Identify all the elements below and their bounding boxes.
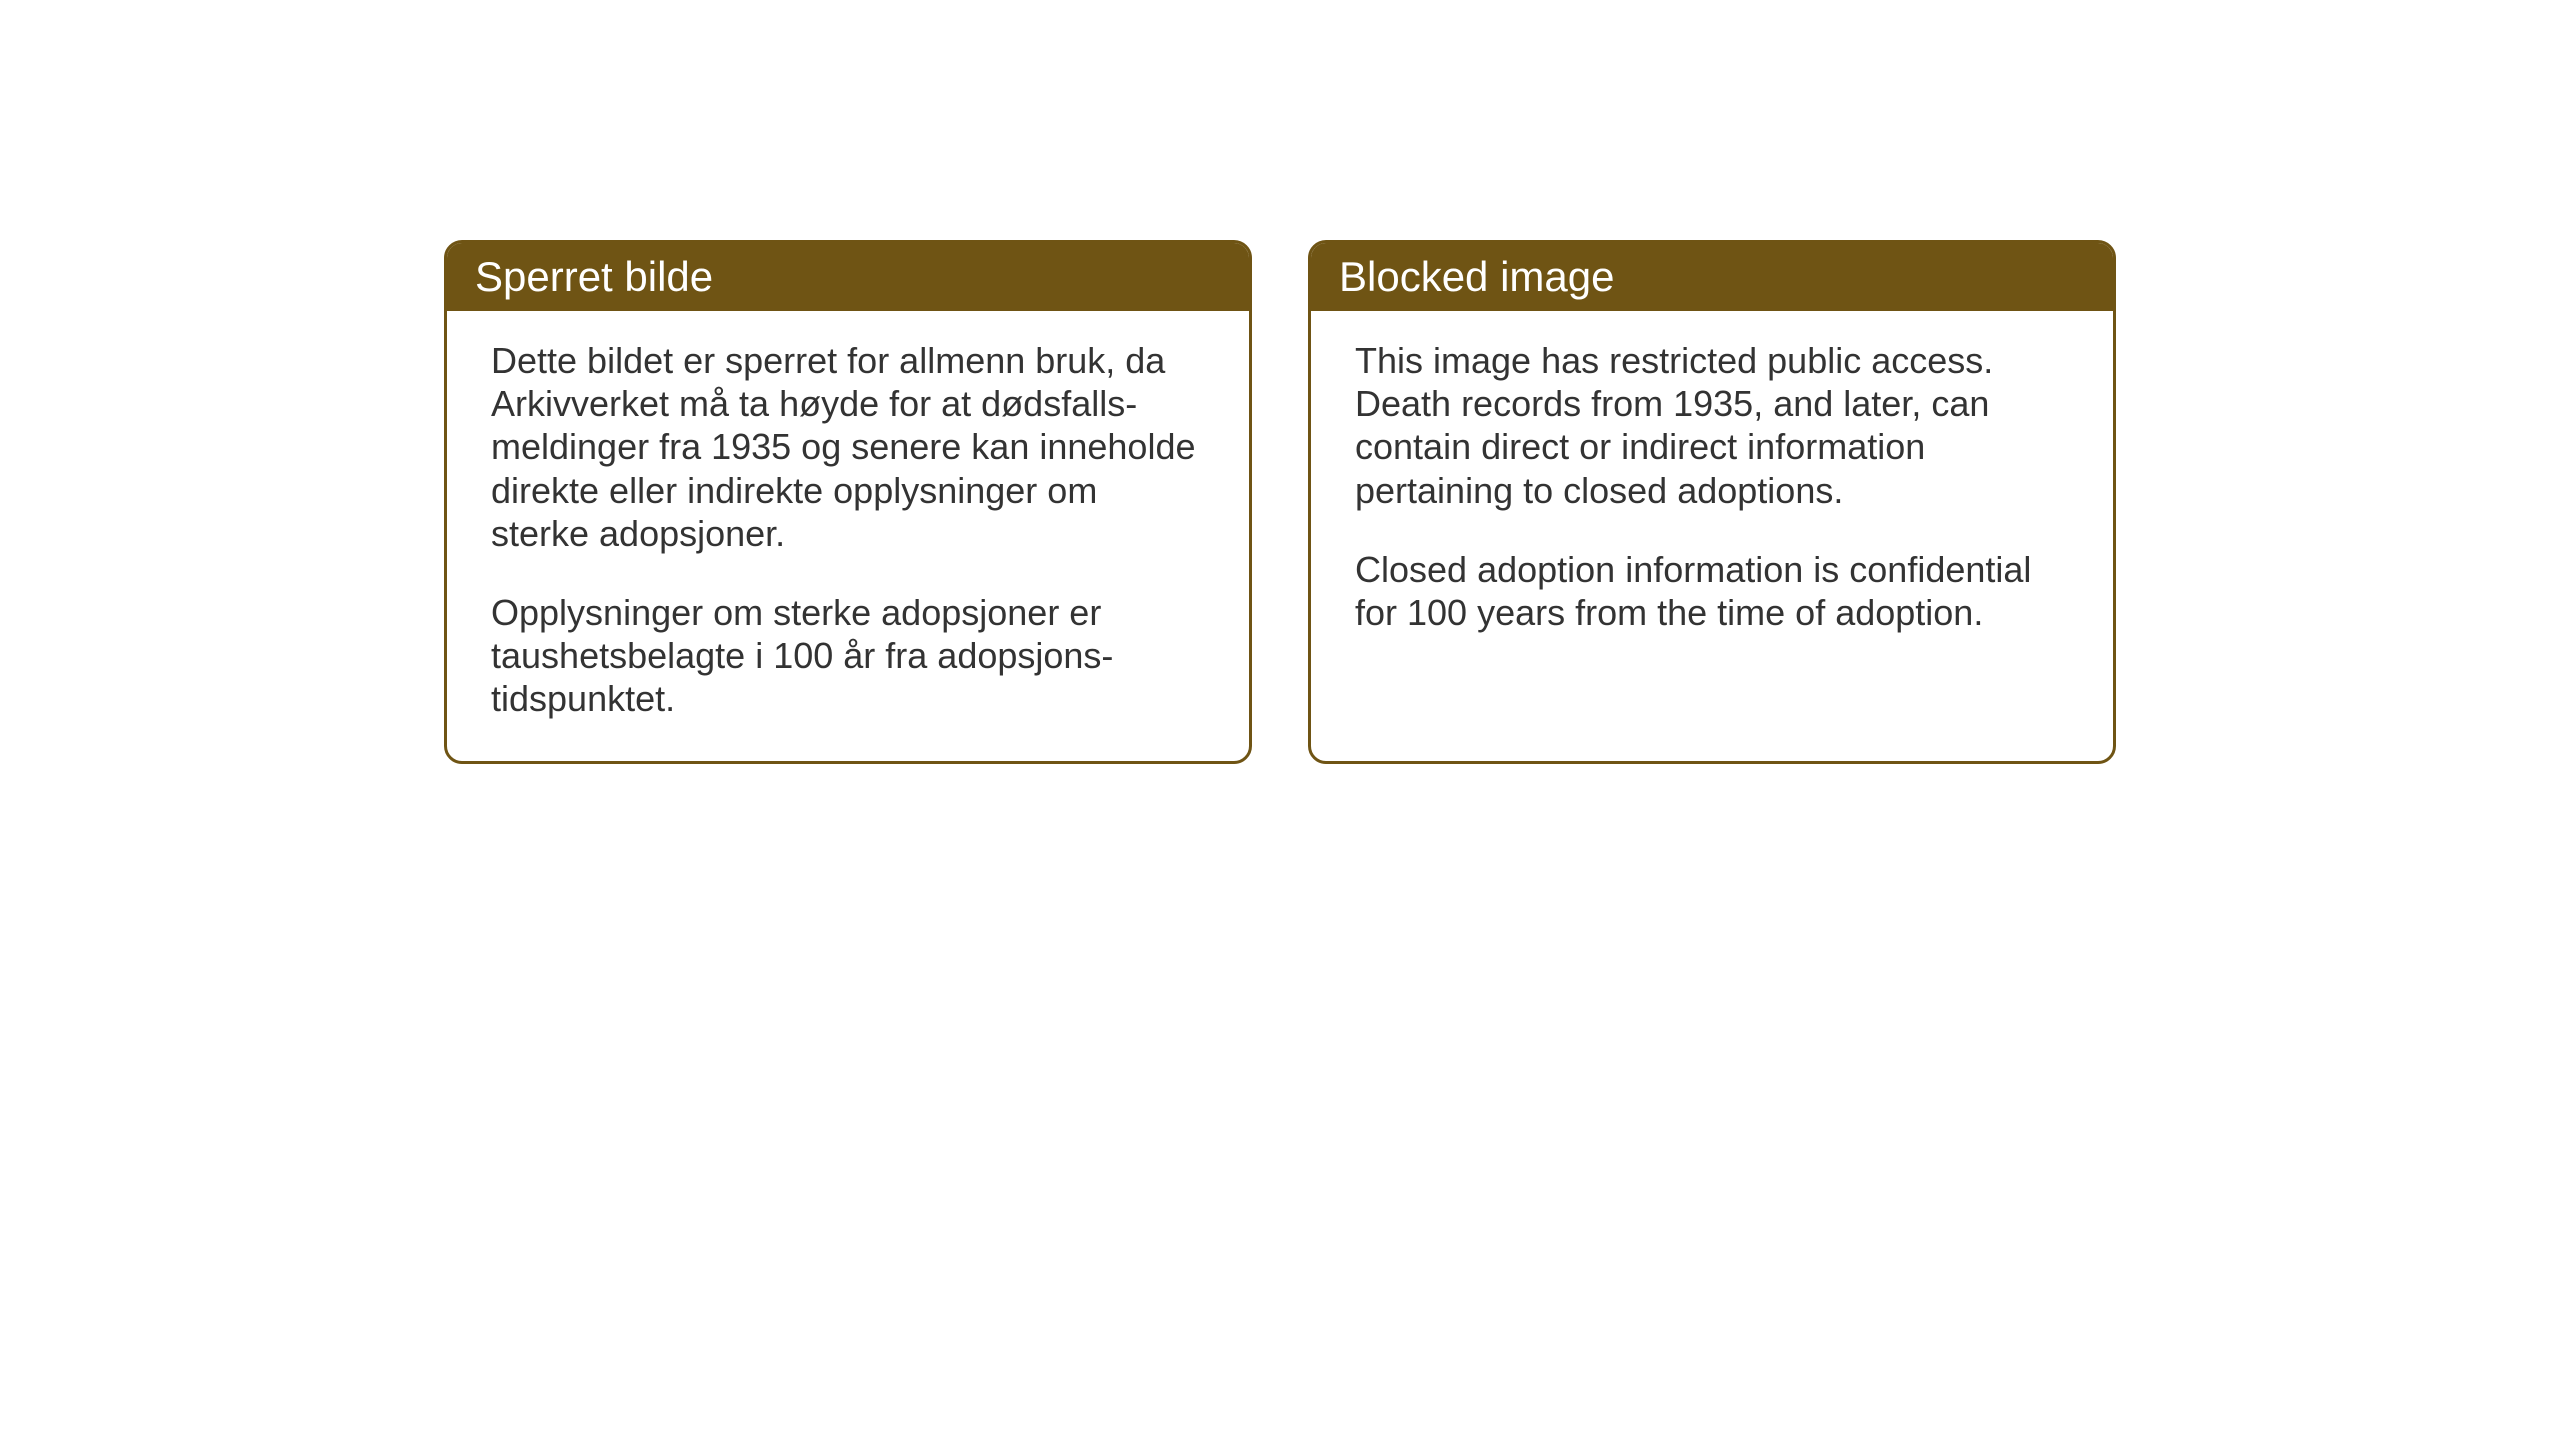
card-paragraph-2-norwegian: Opplysninger om sterke adopsjoner er tau… — [491, 591, 1205, 721]
card-body-norwegian: Dette bildet er sperret for allmenn bruk… — [447, 311, 1249, 761]
card-paragraph-1-norwegian: Dette bildet er sperret for allmenn bruk… — [491, 339, 1205, 555]
notice-card-norwegian: Sperret bilde Dette bildet er sperret fo… — [444, 240, 1252, 764]
card-paragraph-2-english: Closed adoption information is confident… — [1355, 548, 2069, 634]
card-header-english: Blocked image — [1311, 243, 2113, 311]
notice-card-english: Blocked image This image has restricted … — [1308, 240, 2116, 764]
card-body-english: This image has restricted public access.… — [1311, 311, 2113, 674]
card-title-norwegian: Sperret bilde — [475, 253, 713, 300]
notice-cards-container: Sperret bilde Dette bildet er sperret fo… — [444, 240, 2116, 764]
card-header-norwegian: Sperret bilde — [447, 243, 1249, 311]
card-paragraph-1-english: This image has restricted public access.… — [1355, 339, 2069, 512]
card-title-english: Blocked image — [1339, 253, 1614, 300]
